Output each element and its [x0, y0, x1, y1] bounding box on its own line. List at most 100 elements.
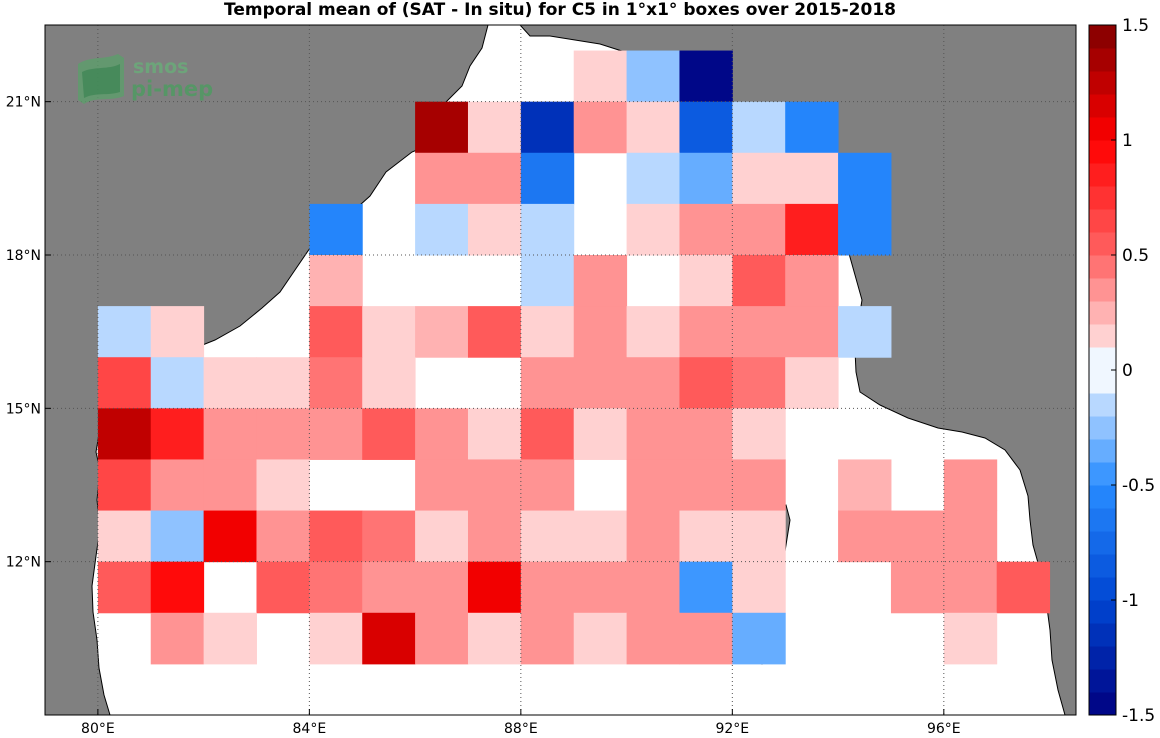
anomaly-cell: [467, 459, 522, 512]
x-tick-label: 96°E: [927, 721, 961, 737]
colorbar: 1.5 1 0.5 0 -0.5 -1 -1.5: [1088, 16, 1155, 726]
anomaly-cell: [467, 152, 522, 205]
logo-waves-icon-2: [82, 64, 120, 98]
x-axis-ticks: 80°E 84°E 88°E 92°E 96°E: [81, 709, 961, 737]
anomaly-cell: [467, 408, 522, 460]
anomaly-cell: [626, 152, 680, 205]
anomaly-cell: [520, 612, 575, 665]
anomaly-cell: [203, 408, 257, 460]
anomaly-cell: [679, 203, 733, 256]
anomaly-cell: [97, 357, 152, 409]
colorbar-segment: [1089, 94, 1116, 118]
anomaly-cell: [415, 510, 469, 563]
anomaly-cell: [150, 357, 205, 409]
anomaly-cell: [97, 306, 152, 358]
anomaly-cell: [362, 612, 416, 665]
anomaly-cell: [309, 255, 363, 307]
colorbar-segment: [1089, 324, 1116, 348]
anomaly-cell: [203, 357, 257, 409]
colorbar-tick-label: 0.5: [1122, 246, 1149, 266]
y-tick-label: 12°N: [6, 555, 41, 571]
anomaly-cell: [732, 152, 786, 205]
anomaly-cell: [890, 561, 945, 614]
anomaly-cell: [943, 459, 998, 512]
x-tick-label: 84°E: [293, 721, 327, 737]
anomaly-cell: [520, 561, 575, 614]
colorbar-tick-label: 0: [1122, 361, 1133, 381]
anomaly-cell: [626, 510, 680, 563]
colorbar-segment: [1089, 531, 1116, 555]
anomaly-cell: [785, 203, 839, 256]
anomaly-cell: [309, 306, 363, 358]
map-title: Temporal mean of (SAT - In situ) for C5 …: [224, 0, 896, 20]
anomaly-cell: [732, 561, 786, 614]
anomaly-cell: [679, 152, 733, 205]
anomaly-cell: [309, 510, 363, 563]
anomaly-cell: [150, 306, 205, 358]
anomaly-cell: [256, 357, 310, 409]
anomaly-cell: [679, 50, 733, 103]
colorbar-segment: [1089, 600, 1116, 624]
anomaly-cell: [362, 510, 416, 563]
anomaly-cell: [838, 510, 892, 563]
anomaly-cell: [520, 152, 575, 205]
anomaly-cell: [943, 510, 998, 563]
gridlines: [45, 25, 1076, 715]
anomaly-cell: [362, 306, 416, 358]
anomaly-cell: [732, 306, 786, 358]
anomaly-cell: [309, 612, 363, 665]
y-tick-label: 15°N: [6, 401, 41, 417]
anomaly-cell: [150, 459, 205, 512]
anomaly-cell: [415, 612, 469, 665]
colorbar-segment: [1089, 278, 1116, 302]
anomaly-cell: [785, 255, 839, 307]
anomaly-cell: [362, 408, 416, 460]
anomaly-cell: [573, 510, 628, 563]
anomaly-cell: [150, 408, 205, 460]
logo-text-bottom: pi-mep: [131, 77, 213, 101]
anomaly-cell: [679, 357, 733, 409]
colorbar-segment: [1089, 554, 1116, 578]
map-frame: [44, 24, 1077, 716]
anomaly-cell: [467, 101, 522, 154]
y-axis-ticks: 12°N 15°N 18°N 21°N: [6, 95, 51, 571]
colorbar-segment: [1089, 439, 1116, 463]
anomaly-cell: [679, 306, 733, 358]
anomaly-cell: [785, 306, 839, 358]
anomaly-cell: [573, 357, 628, 409]
anomaly-cell: [256, 408, 310, 460]
anomaly-cell: [838, 306, 892, 358]
colorbar-segment: [1089, 117, 1116, 141]
anomaly-cell: [785, 101, 839, 154]
anomaly-cell: [838, 152, 892, 205]
colorbar-segment: [1089, 393, 1116, 417]
colorbar-segment: [1089, 209, 1116, 233]
anomaly-cell: [415, 561, 469, 614]
anomaly-cell: [996, 561, 1051, 614]
anomaly-cell: [520, 101, 575, 154]
anomaly-cell: [573, 306, 628, 358]
anomaly-cell: [467, 561, 522, 614]
anomaly-cell: [467, 203, 522, 256]
anomaly-cell: [732, 408, 786, 460]
anomaly-cell: [520, 306, 575, 358]
anomaly-cell: [679, 408, 733, 460]
anomaly-cell: [785, 357, 839, 409]
anomaly-cell: [415, 408, 469, 460]
anomaly-cell: [573, 101, 628, 154]
y-tick-label: 21°N: [6, 95, 41, 111]
colorbar-segment: [1089, 163, 1116, 187]
anomaly-cell: [362, 561, 416, 614]
anomaly-cell: [679, 561, 733, 614]
anomaly-cell: [679, 612, 733, 665]
anomaly-cell: [520, 459, 575, 512]
anomaly-cell: [943, 561, 998, 614]
anomaly-cell: [150, 561, 205, 614]
colorbar-tick-label: -1.5: [1122, 706, 1155, 726]
anomaly-cell: [626, 50, 680, 103]
colorbar-segment: [1089, 25, 1116, 49]
anomaly-cell: [943, 612, 998, 665]
anomaly-cell: [309, 408, 363, 460]
anomaly-cell: [573, 255, 628, 307]
